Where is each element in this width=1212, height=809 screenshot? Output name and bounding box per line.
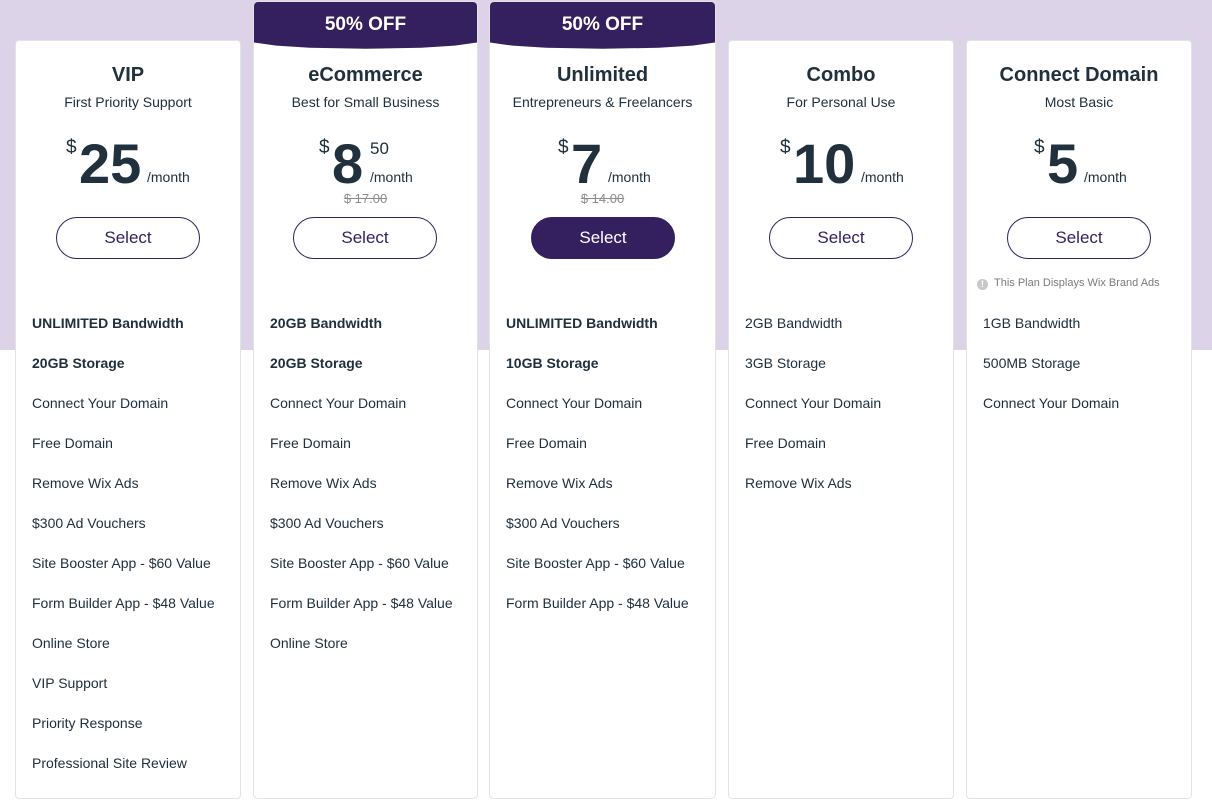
plan-subtitle: For Personal Use — [786, 94, 896, 110]
feature-item: 3GB Storage — [745, 355, 826, 371]
price-cents: 50 — [370, 139, 389, 158]
feature-item: Priority Response — [32, 715, 143, 731]
select-button-unlimited[interactable]: Select — [531, 217, 675, 259]
feature-item: Connect Your Domain — [983, 395, 1120, 411]
feature-item: Site Booster App - $60 Value — [270, 555, 449, 571]
feature-item: $300 Ad Vouchers — [32, 515, 146, 531]
plan-subtitle: First Priority Support — [64, 94, 192, 110]
feature-item: Free Domain — [506, 435, 587, 451]
plan-card-unlimited: 50% OFF Unlimited Entrepreneurs & Freela… — [489, 1, 716, 799]
currency-symbol: $ — [319, 137, 330, 158]
plan-price: $ 10 /month — [729, 133, 953, 195]
feature-item: 20GB Bandwidth — [270, 315, 383, 331]
plan-name: eCommerce — [308, 64, 423, 86]
feature-item: Online Store — [270, 635, 348, 651]
currency-symbol: $ — [1034, 137, 1045, 158]
currency-symbol: $ — [780, 137, 791, 158]
feature-item: 20GB Storage — [270, 355, 363, 371]
price-period: /month — [861, 169, 904, 185]
feature-item: Connect Your Domain — [32, 395, 169, 411]
feature-list: UNLIMITED Bandwidth 20GB Storage Connect… — [32, 314, 215, 794]
price-amount: 8 — [332, 132, 364, 195]
feature-item: Free Domain — [745, 435, 826, 451]
feature-list: 20GB Bandwidth 20GB Storage Connect Your… — [270, 314, 453, 674]
feature-list: 2GB Bandwidth 3GB Storage Connect Your D… — [745, 314, 881, 514]
feature-item: Free Domain — [270, 435, 351, 451]
plan-price: $ 25 /month — [16, 133, 240, 195]
feature-item: 1GB Bandwidth — [983, 315, 1081, 331]
feature-item: Connect Your Domain — [745, 395, 882, 411]
feature-item: Connect Your Domain — [270, 395, 407, 411]
discount-ribbon: 50% OFF — [254, 2, 477, 49]
feature-list: 1GB Bandwidth 500MB Storage Connect Your… — [983, 314, 1119, 434]
feature-item: UNLIMITED Bandwidth — [32, 315, 184, 331]
plan-subtitle: Best for Small Business — [291, 94, 440, 110]
price-amount: 5 — [1047, 132, 1079, 195]
price-amount: 10 — [793, 132, 856, 195]
feature-item: Remove Wix Ads — [745, 475, 852, 491]
original-price: $ 14.00 — [580, 191, 625, 206]
plan-price: $ 8 50 /month — [254, 133, 477, 195]
plan-name: Combo — [806, 64, 876, 86]
feature-item: Form Builder App - $48 Value — [506, 595, 689, 611]
plan-name: VIP — [111, 64, 145, 86]
plan-name: Unlimited — [556, 64, 649, 86]
price-period: /month — [370, 169, 413, 185]
plan-price: $ 5 /month — [967, 133, 1191, 195]
feature-item: Remove Wix Ads — [270, 475, 377, 491]
feature-item: Remove Wix Ads — [32, 475, 139, 491]
feature-item: Form Builder App - $48 Value — [32, 595, 215, 611]
brand-ads-note: ! This Plan Displays Wix Brand Ads — [977, 277, 1187, 290]
feature-item: 20GB Storage — [32, 355, 125, 371]
price-period: /month — [147, 169, 190, 185]
select-button-ecommerce[interactable]: Select — [293, 217, 437, 259]
discount-ribbon: 50% OFF — [490, 2, 715, 49]
feature-item: UNLIMITED Bandwidth — [506, 315, 658, 331]
plan-subtitle: Most Basic — [1044, 94, 1114, 110]
feature-item: 500MB Storage — [983, 355, 1081, 371]
feature-item: 10GB Storage — [506, 355, 599, 371]
currency-symbol: $ — [66, 137, 77, 158]
select-button-connect-domain[interactable]: Select — [1007, 217, 1151, 259]
plan-price: $ 7 /month — [490, 133, 715, 195]
plan-card-vip: VIP First Priority Support $ 25 /month S… — [15, 40, 241, 799]
feature-item: Site Booster App - $60 Value — [32, 555, 211, 571]
feature-item: Form Builder App - $48 Value — [270, 595, 453, 611]
info-icon: ! — [977, 279, 988, 290]
feature-item: VIP Support — [32, 675, 108, 691]
select-button-vip[interactable]: Select — [56, 217, 200, 259]
plan-card-ecommerce: 50% OFF eCommerce Best for Small Busines… — [253, 1, 478, 799]
brand-ads-note-text: This Plan Displays Wix Brand Ads — [994, 277, 1160, 289]
feature-item: Online Store — [32, 635, 110, 651]
plan-name: Connect Domain — [999, 64, 1159, 86]
price-amount: 25 — [79, 132, 142, 195]
feature-list: UNLIMITED Bandwidth 10GB Storage Connect… — [506, 314, 689, 634]
feature-item: Free Domain — [32, 435, 113, 451]
feature-item: Professional Site Review — [32, 755, 187, 771]
currency-symbol: $ — [558, 137, 569, 158]
feature-item: $300 Ad Vouchers — [506, 515, 620, 531]
feature-item: 2GB Bandwidth — [745, 315, 843, 331]
price-period: /month — [608, 169, 651, 185]
plan-subtitle: Entrepreneurs & Freelancers — [512, 94, 693, 110]
feature-item: Site Booster App - $60 Value — [506, 555, 685, 571]
feature-item: $300 Ad Vouchers — [270, 515, 384, 531]
feature-item: Connect Your Domain — [506, 395, 643, 411]
plan-card-combo: Combo For Personal Use $ 10 /month Selec… — [728, 40, 954, 799]
feature-item: Remove Wix Ads — [506, 475, 613, 491]
original-price: $ 17.00 — [343, 191, 388, 206]
price-period: /month — [1084, 169, 1127, 185]
price-amount: 7 — [571, 132, 603, 195]
plan-card-connect-domain: Connect Domain Most Basic $ 5 /month Sel… — [966, 40, 1192, 799]
select-button-combo[interactable]: Select — [769, 217, 913, 259]
